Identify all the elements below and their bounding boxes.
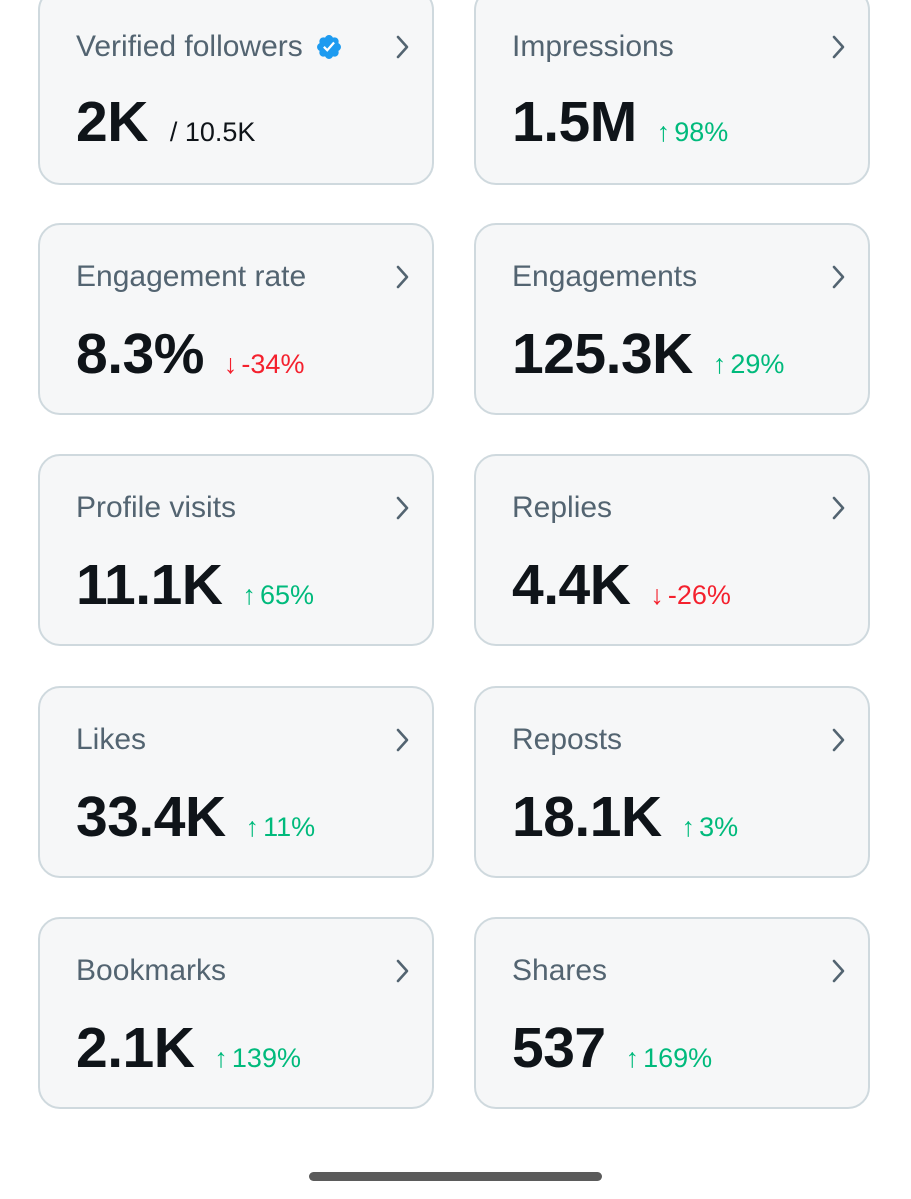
metric-title-label: Profile visits bbox=[76, 491, 237, 524]
metric-title: Reposts bbox=[512, 722, 622, 758]
chevron-right-icon bbox=[832, 496, 845, 520]
arrow-up-icon: ↑ bbox=[214, 1043, 228, 1073]
home-indicator[interactable] bbox=[309, 1172, 602, 1181]
metric-change: ↓ -26% bbox=[650, 580, 731, 611]
metric-change: ↑ 3% bbox=[682, 812, 739, 843]
metric-title: Engagements bbox=[512, 259, 697, 295]
metric-value: 125.3K bbox=[512, 322, 693, 386]
metric-title-label: Reposts bbox=[512, 723, 623, 756]
metric-value: 11.1K bbox=[76, 553, 223, 617]
metric-change: ↑ 98% bbox=[657, 117, 729, 148]
metric-title-label: Impressions bbox=[512, 30, 674, 63]
metric-title: Engagement rate bbox=[76, 259, 306, 295]
metric-card-replies[interactable]: Replies 4.4K ↓ -26% bbox=[474, 454, 870, 646]
metric-title: Likes bbox=[76, 722, 146, 758]
metric-change-value: -26% bbox=[667, 580, 731, 610]
arrow-up-icon: ↑ bbox=[681, 812, 696, 842]
metric-value: 33.4K bbox=[76, 785, 226, 849]
metric-value: 1.5M bbox=[512, 90, 637, 154]
metric-value-row: 1.5M ↑ 98% bbox=[512, 89, 728, 155]
metric-value-row: 2.1K ↑ 139% bbox=[76, 1015, 301, 1081]
arrow-up-icon: ↑ bbox=[245, 812, 260, 842]
chevron-right-icon bbox=[396, 728, 409, 752]
arrow-up-icon: ↑ bbox=[625, 1043, 640, 1073]
metric-title: Profile visits bbox=[76, 490, 236, 526]
metric-value: 18.1K bbox=[512, 785, 662, 849]
metric-value: 2.1K bbox=[76, 1016, 195, 1080]
metric-title: Replies bbox=[512, 490, 612, 526]
metric-value-row: 4.4K ↓ -26% bbox=[512, 552, 731, 618]
metric-value-row: 11.1K ↑ 65% bbox=[76, 552, 314, 618]
metric-title-label: Shares bbox=[512, 954, 608, 987]
metric-title-label: Bookmarks bbox=[76, 954, 227, 987]
metric-change-value: 169% bbox=[643, 1043, 713, 1073]
metric-title: Impressions bbox=[512, 29, 674, 65]
metric-title: Shares bbox=[512, 953, 607, 989]
metric-value-row: 33.4K ↑ 11% bbox=[76, 784, 315, 850]
metric-title-label: Engagement rate bbox=[76, 260, 307, 293]
chevron-right-icon bbox=[832, 728, 845, 752]
metric-value-row: 8.3% ↓ -34% bbox=[76, 321, 304, 387]
metric-title: Bookmarks bbox=[76, 953, 226, 989]
chevron-right-icon bbox=[832, 959, 845, 983]
chevron-right-icon bbox=[396, 496, 409, 520]
metric-title: Verified followers bbox=[76, 29, 343, 65]
metric-value: 4.4K bbox=[512, 553, 631, 617]
metric-change-value: -34% bbox=[241, 349, 305, 379]
arrow-up-icon: ↑ bbox=[242, 580, 256, 610]
metric-title-label: Replies bbox=[512, 491, 613, 524]
metric-card-impressions[interactable]: Impressions 1.5M ↑ 98% bbox=[474, 0, 870, 185]
metric-value: 2K bbox=[76, 90, 148, 154]
metric-change: ↑ 11% bbox=[246, 812, 316, 843]
metric-value: 8.3% bbox=[76, 322, 204, 386]
metric-change: ↑ 169% bbox=[626, 1043, 713, 1074]
metric-value-row: 2K / 10.5K bbox=[76, 89, 255, 155]
chevron-right-icon bbox=[396, 959, 409, 983]
metric-total: / 10.5K bbox=[169, 117, 256, 147]
metric-change-value: 98% bbox=[674, 117, 729, 147]
metric-title-label: Verified followers bbox=[76, 30, 303, 63]
arrow-down-icon: ↓ bbox=[650, 580, 664, 610]
metric-change-value: 3% bbox=[699, 812, 739, 842]
arrow-up-icon: ↑ bbox=[656, 117, 671, 147]
metric-change: ↑ 139% bbox=[214, 1043, 301, 1074]
metric-change-value: 139% bbox=[231, 1043, 301, 1073]
metric-card-profile-visits[interactable]: Profile visits 11.1K ↑ 65% bbox=[38, 454, 434, 646]
metric-change: ↓ -34% bbox=[224, 349, 305, 380]
metric-change-value: 65% bbox=[259, 580, 315, 610]
chevron-right-icon bbox=[832, 265, 845, 289]
metric-card-engagements[interactable]: Engagements 125.3K ↑ 29% bbox=[474, 223, 870, 415]
metric-title-label: Likes bbox=[76, 723, 147, 756]
metric-change-value: 11% bbox=[263, 812, 316, 842]
metric-card-likes[interactable]: Likes 33.4K ↑ 11% bbox=[38, 686, 434, 878]
metric-card-shares[interactable]: Shares 537 ↑ 169% bbox=[474, 917, 870, 1109]
metric-value: 537 bbox=[512, 1016, 606, 1080]
chevron-right-icon bbox=[396, 35, 409, 59]
arrow-up-icon: ↑ bbox=[712, 349, 727, 379]
metric-card-verified-followers[interactable]: Verified followers 2K / 10.5K bbox=[38, 0, 434, 185]
metric-change: ↑ 65% bbox=[242, 580, 314, 611]
metric-card-reposts[interactable]: Reposts 18.1K ↑ 3% bbox=[474, 686, 870, 878]
metric-value-row: 125.3K ↑ 29% bbox=[512, 321, 784, 387]
metric-value-row: 537 ↑ 169% bbox=[512, 1015, 712, 1081]
chevron-right-icon bbox=[396, 265, 409, 289]
metric-title-label: Engagements bbox=[512, 260, 698, 293]
metric-card-engagement-rate[interactable]: Engagement rate 8.3% ↓ -34% bbox=[38, 223, 434, 415]
metric-change-value: 29% bbox=[730, 349, 785, 379]
metric-value-row: 18.1K ↑ 3% bbox=[512, 784, 738, 850]
verified-badge-icon bbox=[316, 35, 341, 59]
arrow-down-icon: ↓ bbox=[223, 349, 238, 379]
metric-card-bookmarks[interactable]: Bookmarks 2.1K ↑ 139% bbox=[38, 917, 434, 1109]
metric-change: ↑ 29% bbox=[713, 349, 785, 380]
chevron-right-icon bbox=[832, 35, 845, 59]
